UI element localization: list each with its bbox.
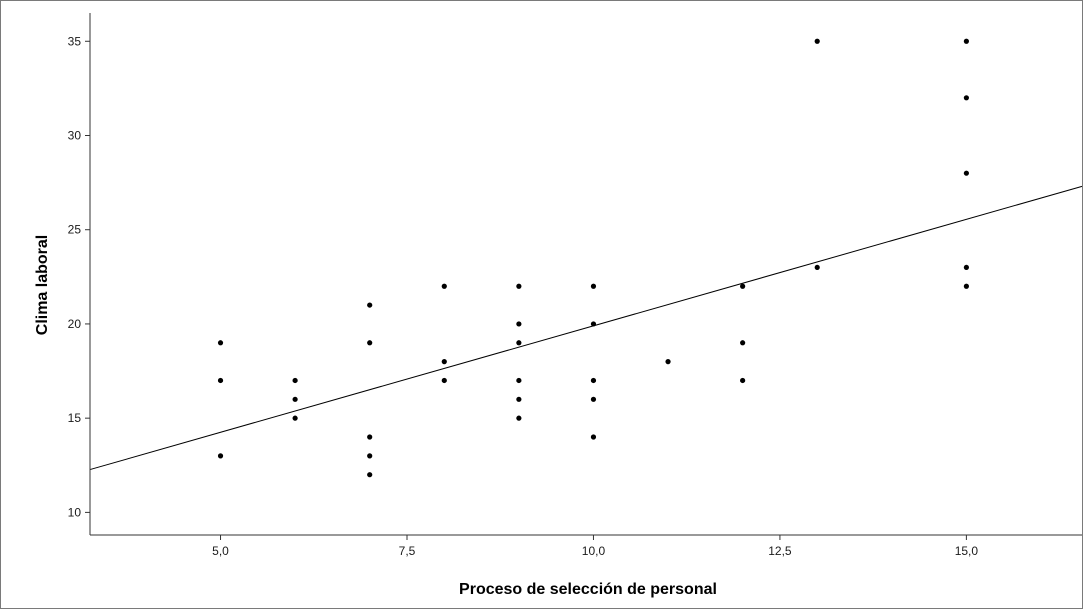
data-point xyxy=(217,340,224,346)
data-point xyxy=(590,283,597,289)
x-tick-label: 7,5 xyxy=(399,544,416,558)
y-tick-label: 30 xyxy=(68,128,82,142)
data-point xyxy=(292,377,298,384)
y-tick-label: 25 xyxy=(68,223,82,237)
data-point xyxy=(740,340,746,346)
data-point xyxy=(441,377,447,384)
data-point xyxy=(590,377,597,384)
regression-line xyxy=(89,185,1083,471)
data-point xyxy=(367,472,373,478)
data-point xyxy=(516,396,522,402)
y-tick-label: 20 xyxy=(68,317,82,331)
data-point xyxy=(367,434,373,440)
y-tick-label: 10 xyxy=(68,505,82,519)
x-tick-label: 15,0 xyxy=(955,544,979,558)
data-point xyxy=(367,453,373,459)
plot-area xyxy=(89,38,1083,478)
x-tick-label: 10,0 xyxy=(582,544,606,558)
y-tick-label: 35 xyxy=(68,34,82,48)
data-point xyxy=(963,170,969,176)
data-point xyxy=(814,264,820,271)
data-point xyxy=(367,302,373,308)
data-point xyxy=(590,321,597,327)
data-point xyxy=(740,377,746,384)
data-point xyxy=(441,283,447,289)
y-axis-title: Clima laboral xyxy=(34,235,51,335)
data-point xyxy=(516,377,522,384)
data-point xyxy=(963,95,969,101)
data-point xyxy=(963,264,969,271)
data-point xyxy=(516,283,522,289)
data-point xyxy=(292,415,298,421)
axes: 5,0 7,5 10,0 12,5 15,0 10 15 20 25 30 35 xyxy=(68,13,1082,558)
data-point xyxy=(217,377,224,384)
data-point xyxy=(217,453,224,459)
data-point xyxy=(441,359,447,365)
data-point xyxy=(590,434,597,440)
data-point xyxy=(963,38,969,44)
x-tick-label: 12,5 xyxy=(768,544,792,558)
x-axis-title: Proceso de selección de personal xyxy=(459,581,717,598)
data-point xyxy=(292,396,298,402)
data-point xyxy=(516,321,522,327)
data-point xyxy=(740,283,746,289)
data-point xyxy=(814,38,820,44)
x-tick-label: 5,0 xyxy=(212,544,229,558)
data-point xyxy=(516,340,522,346)
y-tick-label: 15 xyxy=(68,411,82,425)
data-point xyxy=(665,359,671,365)
data-point xyxy=(590,396,597,402)
data-point xyxy=(367,340,373,346)
data-point xyxy=(516,415,522,421)
data-point xyxy=(963,283,969,289)
